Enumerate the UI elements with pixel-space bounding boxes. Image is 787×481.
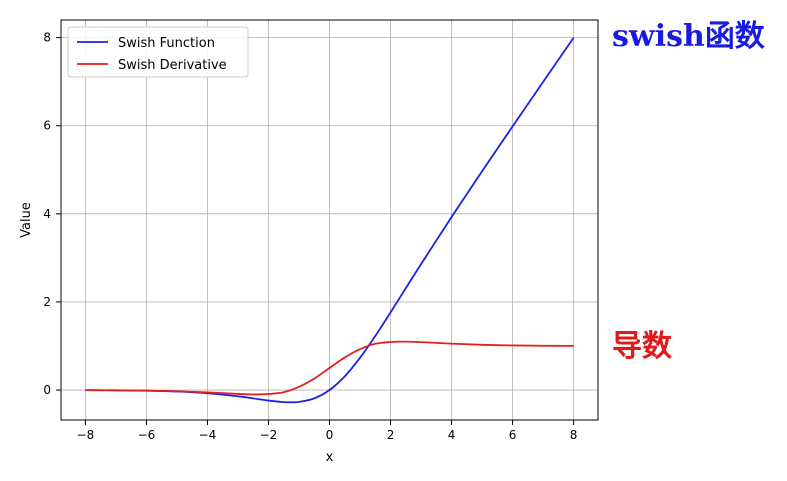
x-tick-label: 2: [387, 428, 395, 442]
grid: [61, 20, 598, 420]
annotation-swish-function: swish函数: [612, 19, 765, 54]
x-tick-label: −4: [199, 428, 217, 442]
y-tick-label: 6: [43, 119, 51, 133]
annotation-derivative: 导数: [612, 329, 672, 364]
x-tick-label: −8: [77, 428, 95, 442]
legend-entry-swish-derivative: Swish Derivative: [118, 58, 227, 73]
series-line-swish-derivative: [85, 340, 574, 396]
x-tick-label: 4: [448, 428, 456, 442]
y-tick-label: 8: [43, 31, 51, 45]
y-tick-label: 0: [43, 383, 51, 397]
legend-box: [67, 26, 249, 78]
legend: Swish Function Swish Derivative: [67, 26, 249, 78]
y-tick-label: 4: [43, 207, 51, 221]
x-tick-label: −6: [138, 428, 156, 442]
x-tick-label: −2: [260, 428, 278, 442]
x-tick-label: 6: [509, 428, 517, 442]
y-axis-label: Value: [19, 202, 34, 238]
y-tick-label: 2: [43, 295, 51, 309]
x-axis-label: x: [326, 450, 334, 465]
x-tick-label: 8: [570, 428, 578, 442]
series-layer: [85, 37, 575, 404]
ticks: −8 −6 −4 −2 0 2 4 6 8 0 2 4 6 8: [43, 31, 577, 442]
legend-entry-swish-function: Swish Function: [118, 36, 215, 51]
x-tick-label: 0: [326, 428, 334, 442]
